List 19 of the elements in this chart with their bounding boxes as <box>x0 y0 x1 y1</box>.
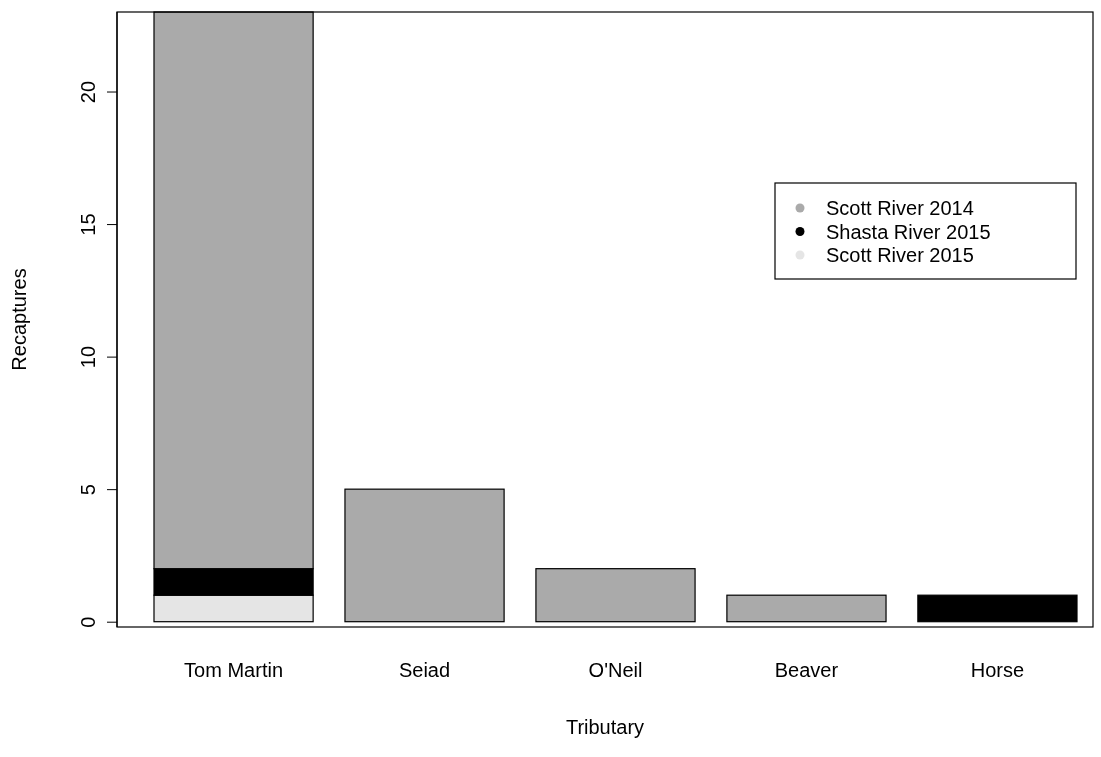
legend-label: Scott River 2014 <box>826 197 974 219</box>
y-tick-label: 15 <box>77 213 99 236</box>
x-tick-label: Seiad <box>398 659 451 681</box>
y-tick-label: 10 <box>77 345 99 369</box>
y-tick-label: 20 <box>77 80 99 104</box>
x-tick-label: O'Neil <box>588 659 643 681</box>
y-tick-label: 0 <box>77 616 99 628</box>
bar <box>535 568 696 623</box>
legend-label: Scott River 2015 <box>826 244 974 266</box>
bar <box>917 594 1078 623</box>
y-tick-label: 5 <box>77 484 99 496</box>
x-axis-title: Tributary <box>565 716 645 738</box>
legend-label: Shasta River 2015 <box>826 220 991 243</box>
bar <box>344 488 505 623</box>
x-tick-label: Beaver <box>774 659 839 681</box>
y-axis-title: Recaptures <box>8 268 30 371</box>
x-tick-label: Tom Martin <box>184 659 284 681</box>
x-tick-label: Horse <box>970 659 1025 681</box>
bar <box>726 594 887 623</box>
